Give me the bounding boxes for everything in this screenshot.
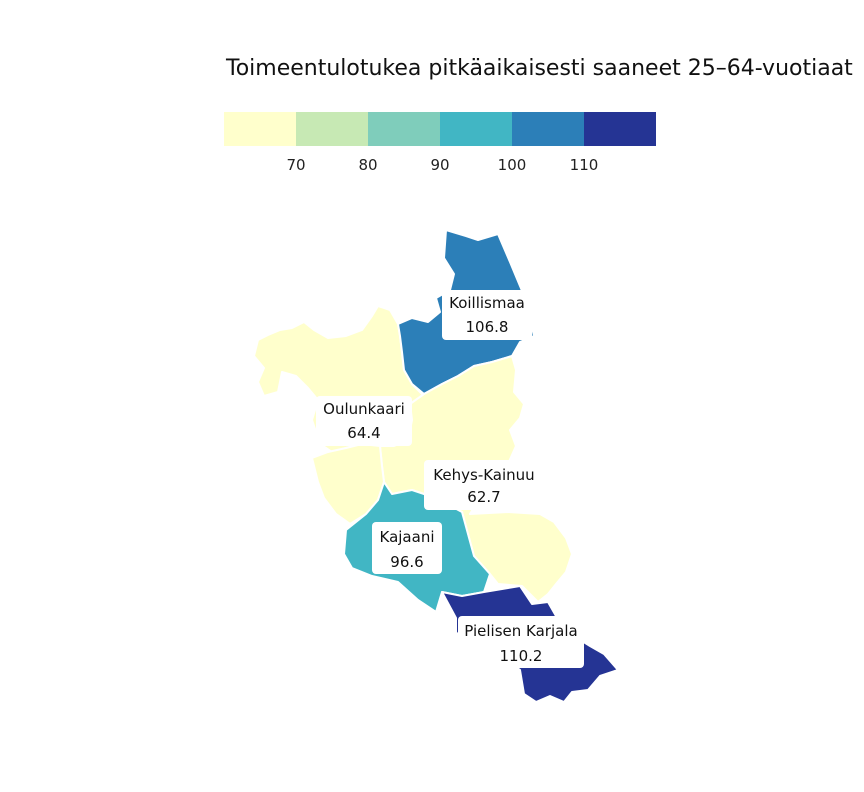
map-title: Toimeentulotukea pitkäaikaisesti saaneet… bbox=[226, 56, 853, 81]
legend-swatch-4 bbox=[440, 112, 512, 146]
callout-value-koillismaa: 106.8 bbox=[466, 318, 509, 336]
legend-swatch-3 bbox=[368, 112, 440, 146]
callout-oulunkaari: Oulunkaari 64.4 bbox=[316, 396, 412, 446]
legend: 70 80 90 100 110 bbox=[224, 112, 656, 174]
callout-name-oulunkaari: Oulunkaari bbox=[323, 400, 405, 418]
legend-swatch-2 bbox=[296, 112, 368, 146]
callout-name-kajaani: Kajaani bbox=[380, 528, 435, 546]
callout-kajaani: Kajaani 96.6 bbox=[372, 522, 442, 574]
legend-swatch-6 bbox=[584, 112, 656, 146]
callout-kehys-kainuu: Kehys-Kainuu 62.7 bbox=[424, 460, 544, 510]
legend-tick-70: 70 bbox=[286, 156, 305, 174]
callout-name-kehys-kainuu: Kehys-Kainuu bbox=[433, 466, 534, 484]
callout-box-pielisen-karjala bbox=[458, 616, 584, 668]
legend-swatch-5 bbox=[512, 112, 584, 146]
callout-koillismaa: Koillismaa 106.8 bbox=[442, 290, 532, 340]
legend-tick-90: 90 bbox=[430, 156, 449, 174]
callout-value-kajaani: 96.6 bbox=[390, 553, 423, 571]
legend-swatch-1 bbox=[224, 112, 296, 146]
legend-tick-100: 100 bbox=[498, 156, 527, 174]
callout-value-pielisen-karjala: 110.2 bbox=[500, 647, 543, 665]
callout-box-oulunkaari bbox=[316, 396, 412, 446]
callout-value-kehys-kainuu: 62.7 bbox=[467, 488, 500, 506]
callout-value-oulunkaari: 64.4 bbox=[347, 424, 380, 442]
callout-name-koillismaa: Koillismaa bbox=[449, 294, 525, 312]
legend-tick-110: 110 bbox=[570, 156, 599, 174]
callout-name-pielisen-karjala: Pielisen Karjala bbox=[464, 622, 577, 640]
callout-box-kajaani bbox=[372, 522, 442, 574]
callout-pielisen-karjala: Pielisen Karjala 110.2 bbox=[458, 616, 584, 668]
callout-box-koillismaa bbox=[442, 290, 532, 340]
legend-tick-80: 80 bbox=[358, 156, 377, 174]
callout-box-kehys-kainuu bbox=[424, 460, 544, 510]
